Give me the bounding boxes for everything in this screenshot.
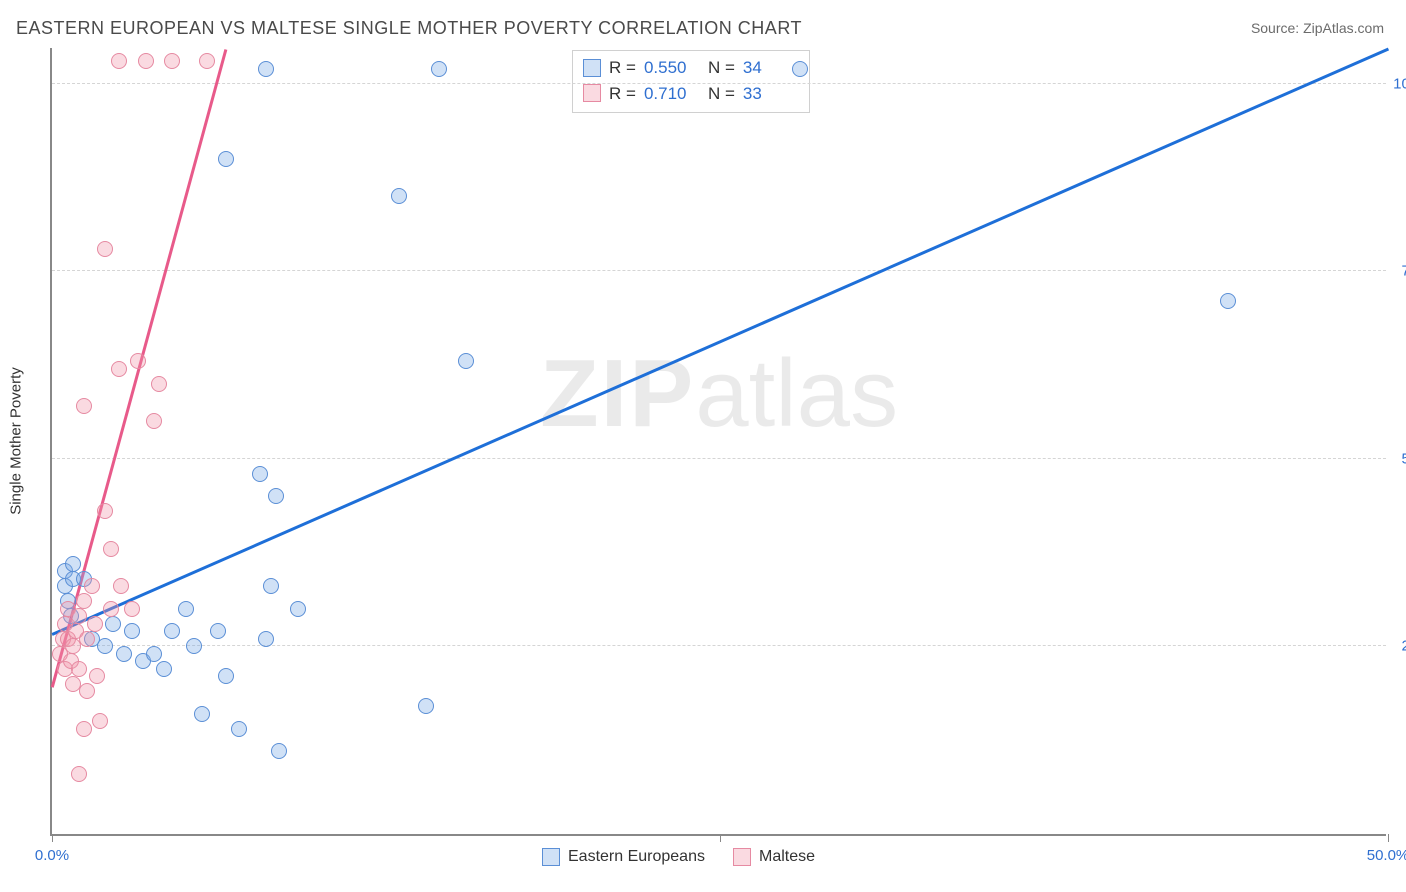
n-value-eastern: 34 — [743, 55, 799, 81]
data-point-maltese — [103, 601, 119, 617]
data-point-eastern — [391, 188, 407, 204]
data-point-eastern — [258, 61, 274, 77]
data-point-eastern — [156, 661, 172, 677]
data-point-maltese — [92, 713, 108, 729]
data-point-maltese — [124, 601, 140, 617]
swatch-eastern-icon — [583, 59, 601, 77]
data-point-eastern — [218, 151, 234, 167]
data-point-eastern — [231, 721, 247, 737]
y-tick-label: 75.0% — [1390, 263, 1406, 280]
chart-title: EASTERN EUROPEAN VS MALTESE SINGLE MOTHE… — [16, 18, 802, 39]
r-label: R = — [609, 55, 636, 81]
r-value-eastern: 0.550 — [644, 55, 700, 81]
y-tick-label: 50.0% — [1390, 450, 1406, 467]
n-value-maltese: 33 — [743, 81, 799, 107]
r-label: R = — [609, 81, 636, 107]
data-point-maltese — [199, 53, 215, 69]
n-label: N = — [708, 81, 735, 107]
data-point-eastern — [290, 601, 306, 617]
scatter-plot: Single Mother Poverty ZIPatlas R = 0.550… — [50, 48, 1386, 836]
data-point-maltese — [130, 353, 146, 369]
gridline — [52, 83, 1386, 84]
gridline — [52, 458, 1386, 459]
data-point-eastern — [178, 601, 194, 617]
x-tick — [1388, 834, 1389, 842]
data-point-maltese — [76, 721, 92, 737]
data-point-maltese — [113, 578, 129, 594]
data-point-eastern — [194, 706, 210, 722]
data-point-maltese — [146, 413, 162, 429]
stats-row-eastern: R = 0.550 N = 34 — [583, 55, 799, 81]
data-point-maltese — [71, 661, 87, 677]
data-point-maltese — [79, 683, 95, 699]
data-point-eastern — [792, 61, 808, 77]
legend-item-maltese: Maltese — [733, 848, 815, 866]
data-point-maltese — [71, 608, 87, 624]
data-point-eastern — [97, 638, 113, 654]
legend-label-eastern: Eastern Europeans — [568, 848, 705, 866]
data-point-eastern — [146, 646, 162, 662]
data-point-maltese — [97, 503, 113, 519]
data-point-eastern — [218, 668, 234, 684]
data-point-maltese — [71, 766, 87, 782]
data-point-eastern — [65, 556, 81, 572]
data-point-maltese — [111, 53, 127, 69]
source-attribution: Source: ZipAtlas.com — [1251, 20, 1384, 36]
data-point-maltese — [103, 541, 119, 557]
data-point-maltese — [84, 578, 100, 594]
swatch-maltese-icon — [733, 848, 751, 866]
legend-item-eastern: Eastern Europeans — [542, 848, 705, 866]
series-legend: Eastern Europeans Maltese — [542, 848, 815, 866]
data-point-maltese — [97, 241, 113, 257]
y-axis-label: Single Mother Poverty — [8, 367, 25, 515]
data-point-eastern — [258, 631, 274, 647]
data-point-maltese — [87, 616, 103, 632]
data-point-maltese — [76, 398, 92, 414]
data-point-eastern — [458, 353, 474, 369]
r-value-maltese: 0.710 — [644, 81, 700, 107]
data-point-eastern — [418, 698, 434, 714]
stats-row-maltese: R = 0.710 N = 33 — [583, 81, 799, 107]
x-tick — [52, 834, 53, 842]
data-point-eastern — [105, 616, 121, 632]
data-point-eastern — [124, 623, 140, 639]
gridline — [52, 645, 1386, 646]
swatch-maltese-icon — [583, 84, 601, 102]
data-point-eastern — [164, 623, 180, 639]
x-tick-label: 50.0% — [1367, 847, 1406, 864]
data-point-eastern — [1220, 293, 1236, 309]
watermark: ZIPatlas — [540, 339, 898, 449]
x-tick-label: 0.0% — [35, 847, 69, 864]
data-point-eastern — [116, 646, 132, 662]
data-point-maltese — [76, 593, 92, 609]
y-tick-label: 100.0% — [1390, 75, 1406, 92]
data-point-eastern — [431, 61, 447, 77]
y-tick-label: 25.0% — [1390, 638, 1406, 655]
data-point-eastern — [252, 466, 268, 482]
gridline — [52, 270, 1386, 271]
data-point-maltese — [151, 376, 167, 392]
data-point-maltese — [89, 668, 105, 684]
data-point-maltese — [164, 53, 180, 69]
data-point-maltese — [138, 53, 154, 69]
legend-label-maltese: Maltese — [759, 848, 815, 866]
data-point-eastern — [268, 488, 284, 504]
data-point-eastern — [186, 638, 202, 654]
stats-legend: R = 0.550 N = 34 R = 0.710 N = 33 — [572, 50, 810, 113]
x-tick — [720, 834, 721, 842]
data-point-eastern — [263, 578, 279, 594]
n-label: N = — [708, 55, 735, 81]
data-point-eastern — [210, 623, 226, 639]
data-point-eastern — [271, 743, 287, 759]
swatch-eastern-icon — [542, 848, 560, 866]
data-point-maltese — [111, 361, 127, 377]
data-point-maltese — [79, 631, 95, 647]
trend-line-eastern — [51, 48, 1388, 636]
